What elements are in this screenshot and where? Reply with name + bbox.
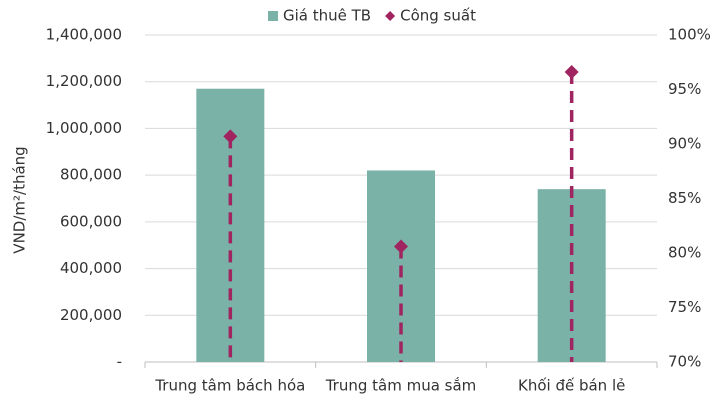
legend-swatch	[268, 11, 278, 21]
y-tick-label: 600,000	[60, 212, 122, 230]
x-tick-label: Trung tâm bách hóa	[154, 377, 305, 395]
y-tick-label: 1,400,000	[46, 26, 122, 44]
y-tick-label: -	[117, 353, 122, 371]
x-tick-label: Trung tâm mua sắm	[325, 377, 477, 395]
marker	[394, 239, 408, 254]
y2-tick-label: 70%	[668, 353, 701, 371]
x-tick-label: Khối đế bán lẻ	[518, 377, 625, 395]
legend-label: Công suất	[400, 7, 476, 25]
y-tick-label: 1,200,000	[46, 72, 122, 90]
y2-tick-label: 85%	[668, 189, 701, 207]
y2-tick-label: 95%	[668, 80, 701, 98]
y2-tick-label: 75%	[668, 298, 701, 316]
y-tick-label: 1,000,000	[46, 119, 122, 137]
y2-tick-label: 90%	[668, 135, 701, 153]
marker	[223, 129, 238, 144]
y2-tick-label: 100%	[668, 26, 711, 44]
y-axis-label: VND/m²/tháng	[11, 146, 29, 253]
y-tick-label: 400,000	[60, 259, 122, 277]
bar	[537, 189, 606, 362]
marker	[564, 65, 579, 80]
y-tick-label: 200,000	[60, 306, 122, 324]
legend-label: Giá thuê TB	[283, 7, 371, 25]
y2-tick-label: 80%	[668, 244, 701, 262]
y-tick-label: 800,000	[60, 166, 122, 184]
legend-swatch	[385, 11, 396, 21]
